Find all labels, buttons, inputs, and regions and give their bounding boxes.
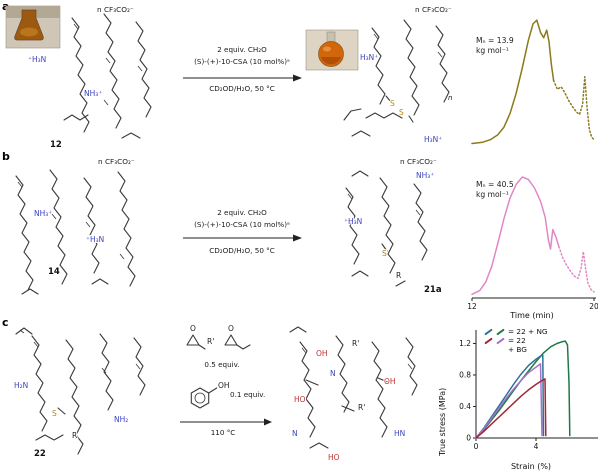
stress-strain-legend: = 22 + NG = 22 + BG (484, 327, 548, 355)
gpc-chart-12 (466, 0, 598, 152)
r-prime-label: R' (352, 339, 359, 348)
strain-axis-label: Strain (%) (510, 462, 552, 471)
oxygen-label: O (190, 324, 196, 333)
structure-21a: S R ⁺H₃N NH₃⁺ n CF₃CO₂⁻ 21a (343, 156, 443, 296)
benzyl-alcohol-reagent: OH (190, 380, 231, 409)
counterion-label: n CF₃CO₂⁻ (415, 5, 452, 14)
ammonium-label: ⁺H₃N (344, 217, 362, 226)
r-prime-label: R' (358, 403, 365, 412)
conditions-b-line2: (S)-(+)-10-CSA (10 mol%)ᵃ (194, 220, 290, 229)
photo-vial-12 (5, 5, 61, 49)
sulfur-label: S (52, 409, 57, 418)
amine-label: HN (394, 429, 405, 438)
svg-text:0.8: 0.8 (459, 370, 471, 379)
counterion-label: n CF₃CO₂⁻ (400, 157, 437, 166)
panel-a-scheme: ⁺H₃N NH₃⁺ n CF₃CO₂⁻ 12 (5, 4, 453, 151)
compound-number-14: 14 (48, 267, 60, 277)
ammonium-label: ⁺H₃N (86, 235, 104, 244)
svg-text:12: 12 (467, 302, 477, 310)
equiv-epoxide-label: 0.5 equiv. (204, 360, 240, 369)
compound-number-12: 12 (50, 140, 62, 150)
hydroxyl-label: OH (384, 377, 396, 386)
temperature-label: 110 °C (210, 428, 236, 437)
ammonium-label: H₃N⁺ (360, 53, 378, 62)
ammonium-label: ⁺H₃N (28, 55, 46, 64)
reaction-arrow-b (183, 234, 302, 242)
panel-b-scheme: NH₃⁺ ⁺H₃N n CF₃CO₂⁻ 14 S R ⁺H₃N NH₃⁺ n C… (15, 156, 443, 296)
compound-number-21a: 21a (424, 285, 442, 295)
hydroxyl-label: HO (328, 453, 340, 462)
panel-c-scheme: H₂N NH₂ S R 22 O R' O OH (13, 323, 418, 463)
molar-mass-units-b: kg mol⁻¹ (476, 190, 509, 200)
amine-label: H₂N (14, 381, 28, 390)
r-group-label: R (396, 271, 401, 280)
counterion-label: n CF₃CO₂⁻ (98, 157, 135, 166)
ammonium-label: H₃N⁺ (424, 135, 442, 144)
svg-text:4: 4 (534, 442, 539, 451)
nitrogen-label: N (292, 429, 298, 438)
time-axis-label: Time (min) (510, 311, 554, 320)
stress-strain-chart-block: True stress (MPa) 0 0.4 0.8 1.2 0 4 = 22 + NG… (436, 320, 600, 476)
ammonium-label: NH₃⁺ (84, 89, 102, 98)
epoxide-reagents: O R' O (186, 323, 251, 350)
conditions-a-line1: 2 equiv. CH₂O (217, 45, 267, 54)
molar-mass-value-a: Mₙ = 13.9 (476, 36, 514, 45)
oxygen-label: O (228, 324, 234, 333)
ammonium-label: NH₃⁺ (34, 209, 52, 218)
r-prime-label: R' (207, 337, 214, 346)
conditions-b-line1: 2 equiv. CH₂O (217, 208, 267, 217)
amine-label: NH₂ (114, 415, 128, 424)
molar-mass-units-a: kg mol⁻¹ (476, 46, 509, 56)
conditions-a-line2: (S)-(+)-10-CSA (10 mol%)ᵃ (194, 57, 290, 66)
panel-b-label: b (2, 150, 10, 163)
structure-12: ⁺H₃N NH₃⁺ n CF₃CO₂⁻ 12 (27, 4, 152, 151)
hydroxyl-label: HO (294, 395, 306, 404)
structure-product-a: S S H₃N⁺ H₃N⁺ n CF₃CO₂⁻ n (343, 4, 453, 145)
reaction-arrow-c (180, 418, 272, 426)
structure-crosslinked-product: OH R' N OH HO R' N HN HO (289, 326, 418, 463)
reaction-arrow-a (183, 74, 302, 82)
photo-flask-product-a (305, 29, 359, 71)
svg-text:20: 20 (589, 302, 598, 310)
svg-text:0: 0 (466, 434, 471, 443)
compound-number-22: 22 (34, 449, 46, 459)
gpc-chart-21a: 12 20 (466, 156, 599, 311)
panel-c-label: c (2, 316, 9, 329)
stress-strain-plot: 0 0.4 0.8 1.2 0 4 (450, 322, 600, 460)
svg-text:0: 0 (474, 442, 479, 451)
repeat-unit-n: n (448, 94, 452, 102)
svg-text:1.2: 1.2 (459, 339, 471, 348)
molar-mass-annotation-a: Mₙ = 13.9 kg mol⁻¹ (476, 36, 548, 57)
structure-22: H₂N NH₂ S R 22 (13, 327, 146, 460)
molar-mass-value-b: Mₙ = 40.5 (476, 180, 514, 189)
nitrogen-label: N (330, 369, 336, 378)
structure-14: NH₃⁺ ⁺H₃N n CF₃CO₂⁻ 14 (15, 156, 136, 295)
r-group-label: R (72, 431, 77, 440)
sulfur-label: S (382, 249, 387, 258)
equiv-alcohol-label: 0.1 equiv. (230, 390, 266, 399)
svg-text:0.4: 0.4 (459, 402, 471, 411)
true-stress-axis-label: True stress (MPa) (438, 387, 447, 456)
counterion-label: n CF₃CO₂⁻ (97, 5, 134, 14)
hydroxyl-label: OH (218, 381, 230, 390)
sulfur-label: S (399, 108, 404, 117)
molar-mass-annotation-b: Mₙ = 40.5 kg mol⁻¹ (476, 180, 548, 201)
ammonium-label: NH₃⁺ (416, 171, 434, 180)
hydroxyl-label: OH (316, 349, 328, 358)
conditions-b-line3: CD₂OD/H₂O, 50 °C (209, 246, 275, 255)
sulfur-label: S (390, 99, 395, 108)
conditions-a-line3: CD₂OD/H₂O, 50 °C (209, 84, 275, 93)
